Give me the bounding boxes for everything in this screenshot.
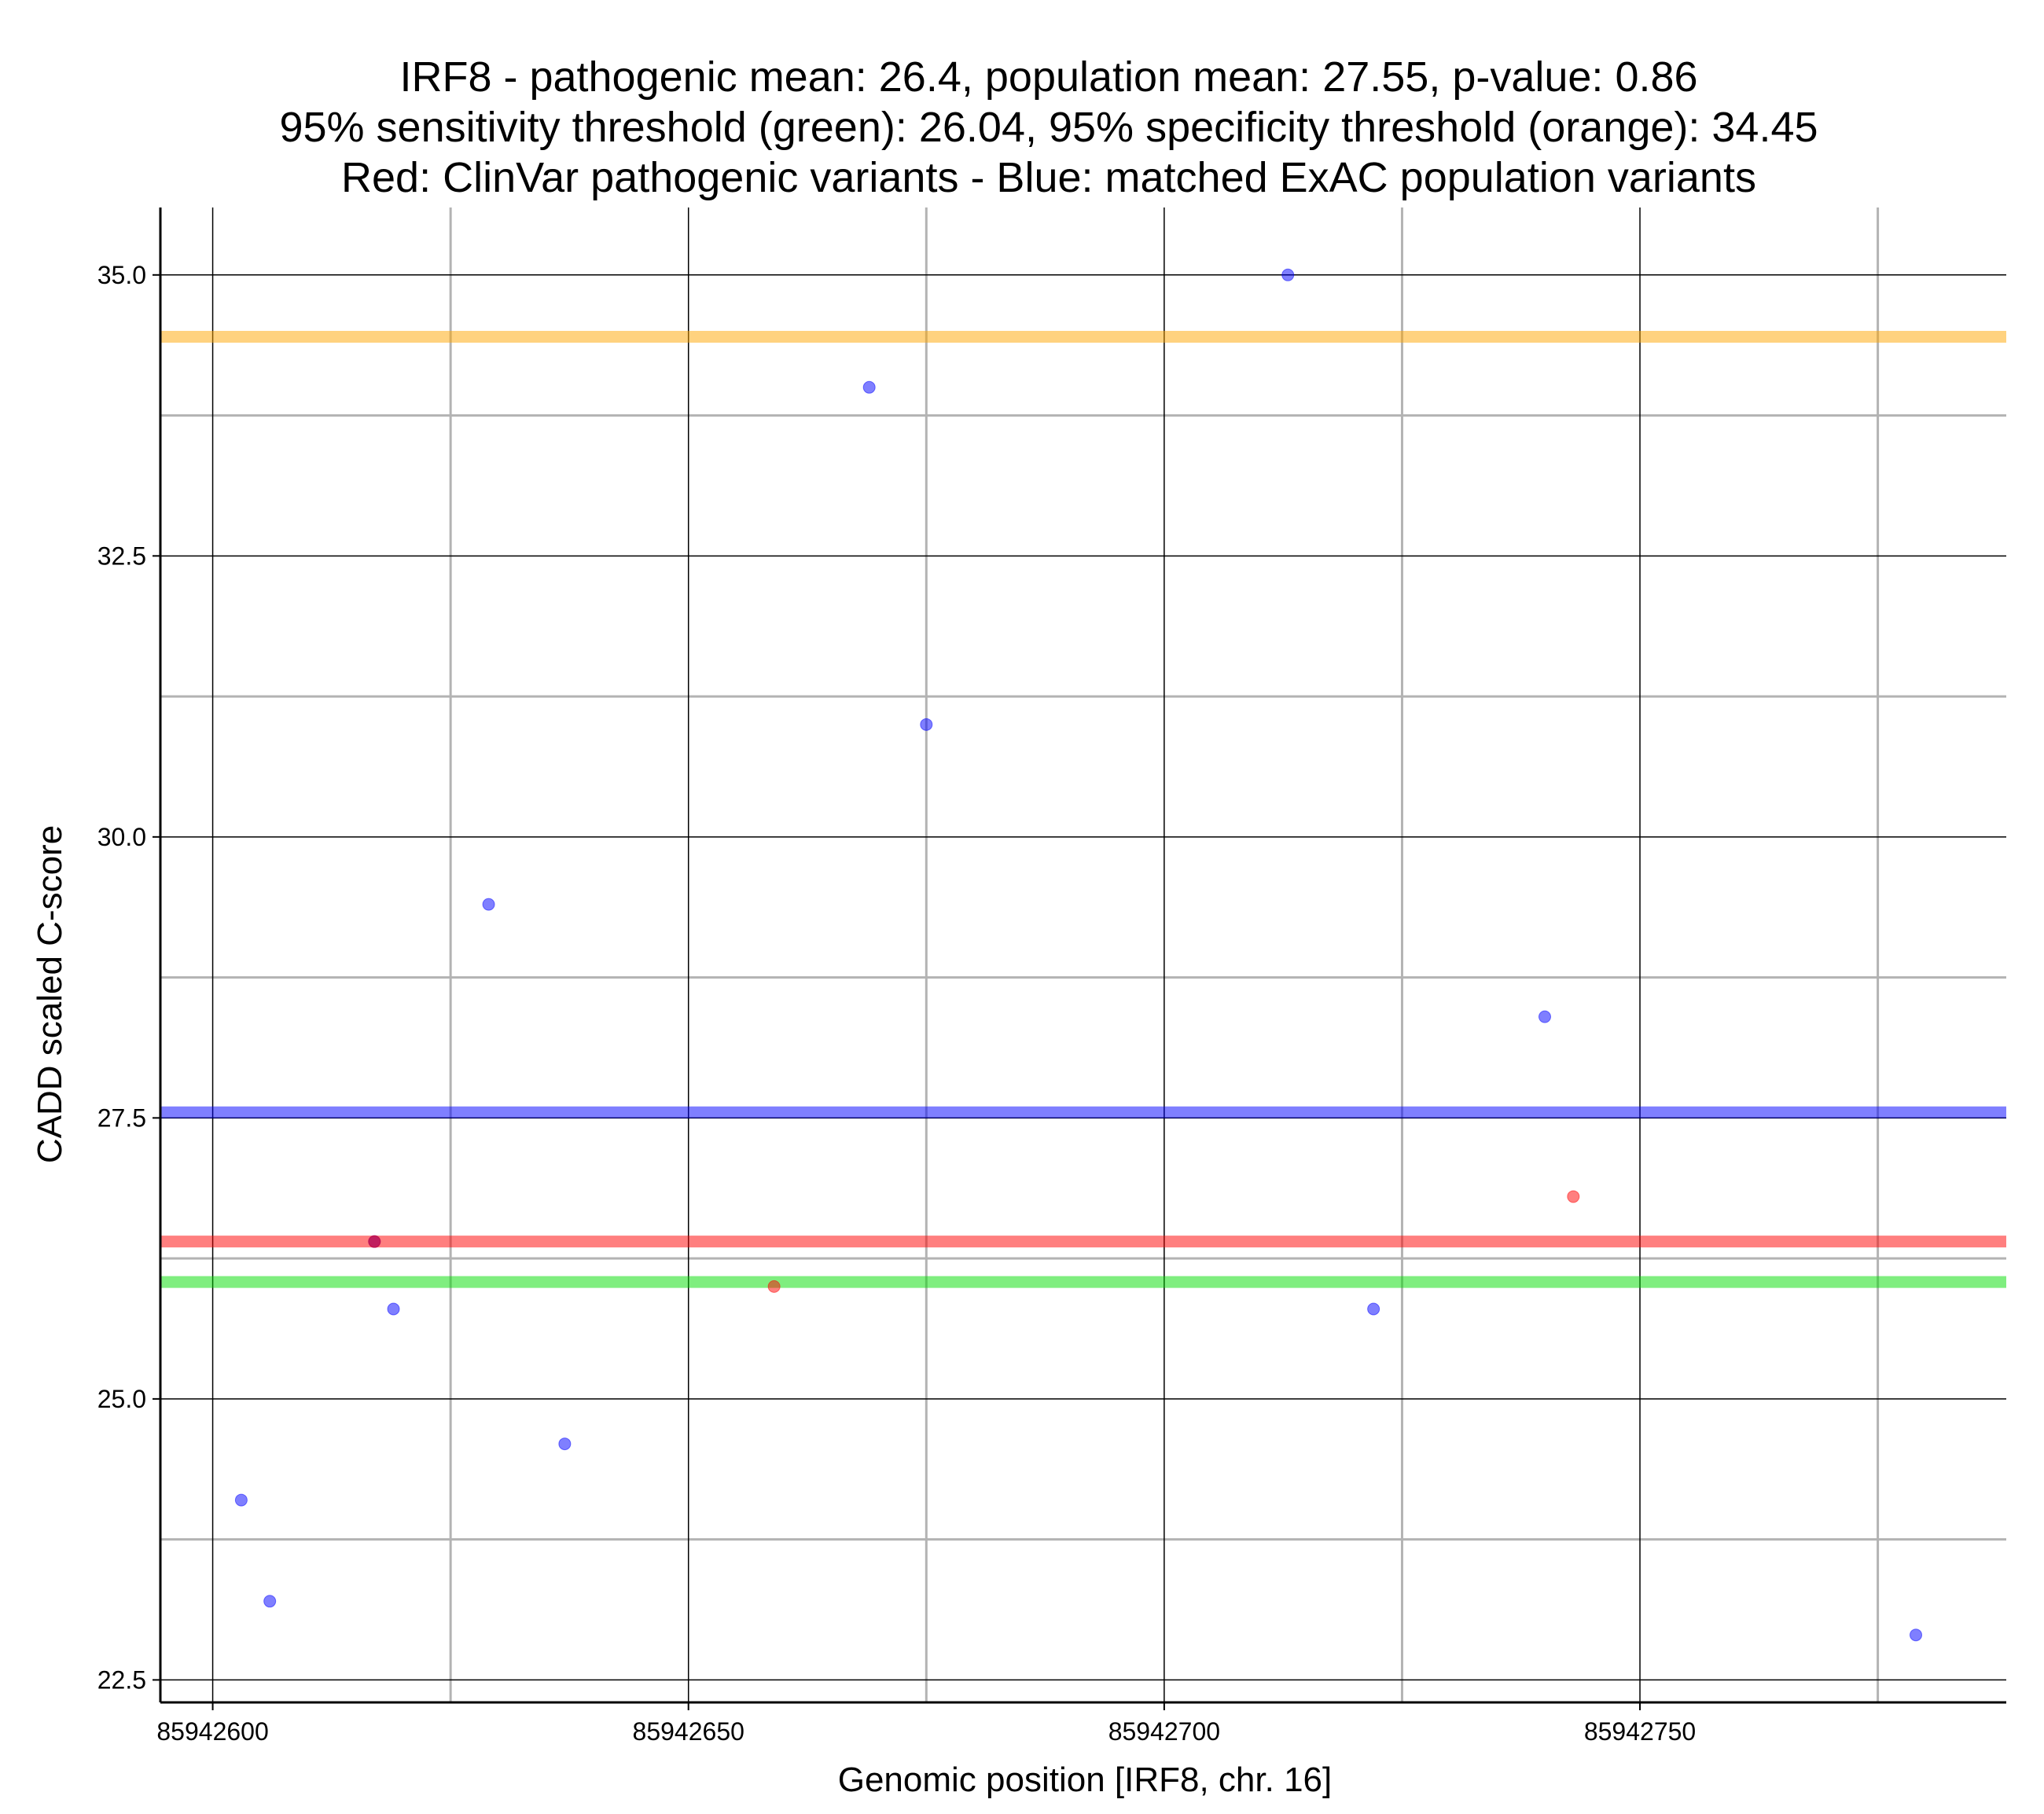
y-tick-label-3: 30.0 [97, 823, 146, 851]
y-tick-label-2: 27.5 [97, 1103, 146, 1132]
title-line-1: IRF8 - pathogenic mean: 26.4, population… [399, 53, 1697, 101]
population-point-4 [482, 898, 495, 911]
title-line-3: Red: ClinVar pathogenic variants - Blue:… [341, 154, 1756, 201]
y-tick-label-0: 22.5 [97, 1665, 146, 1694]
y-axis-ticks: 22.5 25.0 27.5 30.0 32.5 35.0 [97, 261, 160, 1694]
population-point-8 [1281, 268, 1295, 281]
population-point-1 [263, 1595, 277, 1608]
data-points [234, 268, 1923, 1642]
y-tick-label-5: 35.0 [97, 261, 146, 289]
pathogenic-point-1 [767, 1280, 781, 1293]
x-axis-title: Genomic position [IRF8, chr. 16] [838, 1761, 1333, 1799]
pathogenic-point-2 [1567, 1190, 1580, 1203]
axes [159, 207, 2006, 1704]
x-tick-label-2: 85942700 [1108, 1717, 1220, 1746]
threshold-lines [160, 330, 2006, 1288]
population-point-5 [558, 1438, 572, 1451]
chart-title: IRF8 - pathogenic mean: 26.4, population… [279, 53, 1818, 201]
population-point-0 [234, 1493, 248, 1507]
y-tick-label-4: 32.5 [97, 542, 146, 570]
major-gridlines [160, 207, 2006, 1702]
population-point-9 [1367, 1302, 1380, 1316]
population-point-6 [862, 380, 876, 394]
x-tick-label-3: 85942750 [1584, 1717, 1696, 1746]
population-point-7 [920, 718, 933, 731]
pathogenic-point-0 [368, 1235, 381, 1248]
x-tick-label-1: 85942650 [633, 1717, 744, 1746]
population-point-11 [1910, 1629, 1923, 1642]
x-axis-ticks: 85942600 85942650 85942700 85942750 [156, 1702, 1696, 1746]
population-point-10 [1539, 1010, 1551, 1023]
minor-gridlines [160, 207, 2006, 1702]
title-line-2: 95% sensitivity threshold (green): 26.04… [279, 104, 1818, 151]
x-tick-label-0: 85942600 [156, 1717, 268, 1746]
y-axis-title: CADD scaled C-score [31, 825, 69, 1163]
population-point-3 [387, 1302, 400, 1316]
y-tick-label-1: 25.0 [97, 1385, 146, 1413]
